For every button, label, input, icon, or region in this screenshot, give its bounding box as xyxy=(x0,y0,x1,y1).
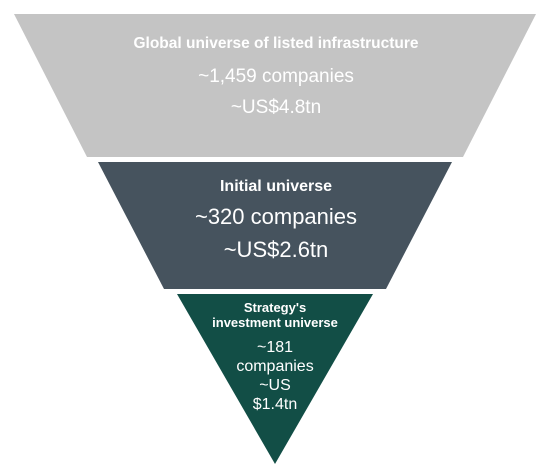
tier-strategy-title-line1: Strategy's xyxy=(244,300,306,315)
tier-initial-shape xyxy=(98,162,452,289)
tier-strategy-value-line1: ~US xyxy=(259,377,291,394)
tier-initial-value: ~US$2.6tn xyxy=(224,237,329,262)
tier-global-count: ~1,459 companies xyxy=(198,66,354,87)
tier-global-value: ~US$4.8tn xyxy=(231,97,321,118)
tier-initial-title: Initial universe xyxy=(220,178,332,195)
tier-strategy-count-line2: companies xyxy=(236,358,313,375)
tier-global-title: Global universe of listed infrastructure xyxy=(133,35,418,52)
tier-strategy-value-line2: $1.4tn xyxy=(253,396,297,413)
tier-global-shape xyxy=(14,14,536,157)
tier-strategy-shape xyxy=(177,294,373,464)
tier-initial-count: ~320 companies xyxy=(195,204,357,229)
tier-strategy-title-line2: investment universe xyxy=(212,315,338,330)
tier-strategy-count-line1: ~181 xyxy=(257,339,293,356)
